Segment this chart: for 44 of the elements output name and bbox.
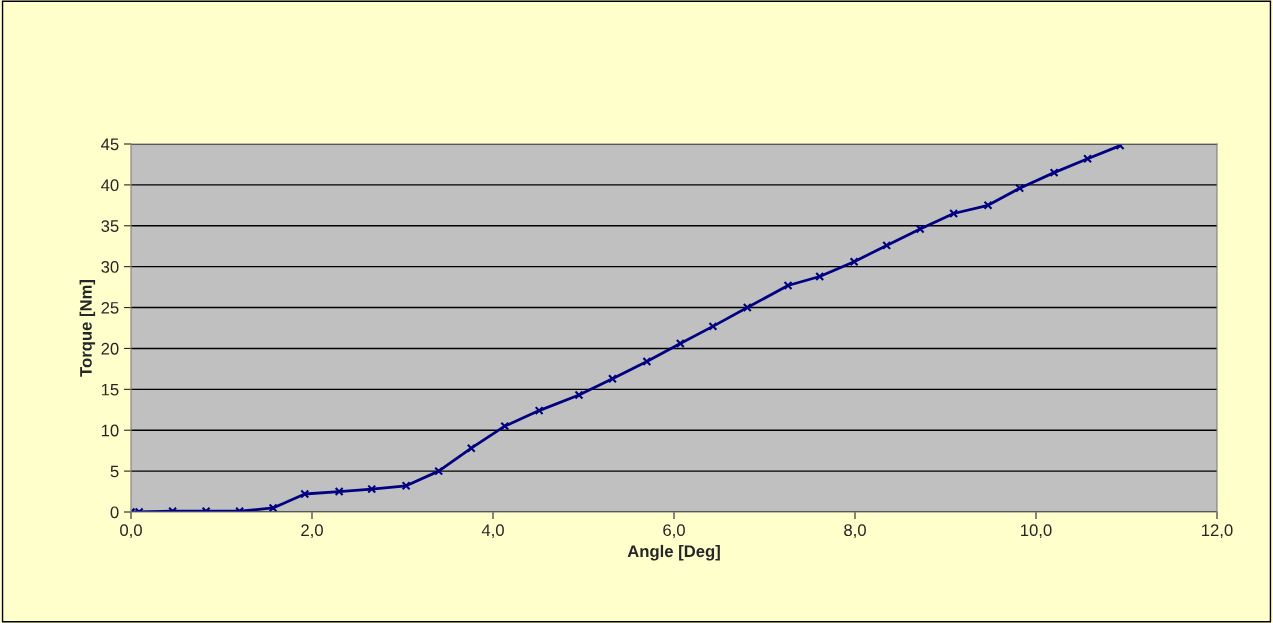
point xyxy=(983,200,993,210)
y-tick-label: 30 xyxy=(101,261,119,273)
point xyxy=(815,271,825,281)
y-tick-label: 10 xyxy=(101,424,119,437)
y-tick-label: 35 xyxy=(101,220,119,232)
point xyxy=(534,406,544,416)
point xyxy=(367,484,377,494)
point xyxy=(783,280,793,290)
point xyxy=(675,339,685,349)
point xyxy=(1015,183,1025,193)
point xyxy=(607,374,617,384)
point xyxy=(434,466,444,476)
point xyxy=(849,257,859,267)
x-tick-label: 4,0 xyxy=(481,524,504,539)
y-tick-label: 0 xyxy=(110,506,119,519)
y-tick-label: 20 xyxy=(101,342,119,355)
y-axis-title: Torque [Nm] xyxy=(79,280,96,377)
x-tick-label: 2,0 xyxy=(301,524,323,539)
y-tick-label: 40 xyxy=(101,179,119,192)
x-tick-label: 0,0 xyxy=(120,524,142,539)
x-tick-label: 8,0 xyxy=(844,524,866,539)
point xyxy=(642,357,652,367)
point xyxy=(708,321,718,331)
x-axis-title: Angle [Deg] xyxy=(627,544,720,561)
y-tick-label: 15 xyxy=(101,383,119,396)
y-tick-label: 25 xyxy=(101,301,119,314)
point xyxy=(915,224,925,234)
point xyxy=(949,209,959,219)
point xyxy=(742,303,752,313)
point xyxy=(500,421,510,431)
point xyxy=(401,481,411,491)
x-tick-label: 10,0 xyxy=(1021,524,1052,539)
point xyxy=(300,489,310,499)
point xyxy=(334,487,344,497)
point xyxy=(268,503,278,512)
point xyxy=(574,390,584,400)
point xyxy=(1083,154,1093,164)
x-tick-label: 12,0 xyxy=(1202,524,1233,539)
y-tick-label: 5 xyxy=(110,465,119,478)
point xyxy=(466,443,476,453)
point xyxy=(1049,168,1059,178)
point xyxy=(882,240,892,250)
y-tick-label: 45 xyxy=(101,138,119,151)
x-tick-label: 6,0 xyxy=(663,524,685,539)
